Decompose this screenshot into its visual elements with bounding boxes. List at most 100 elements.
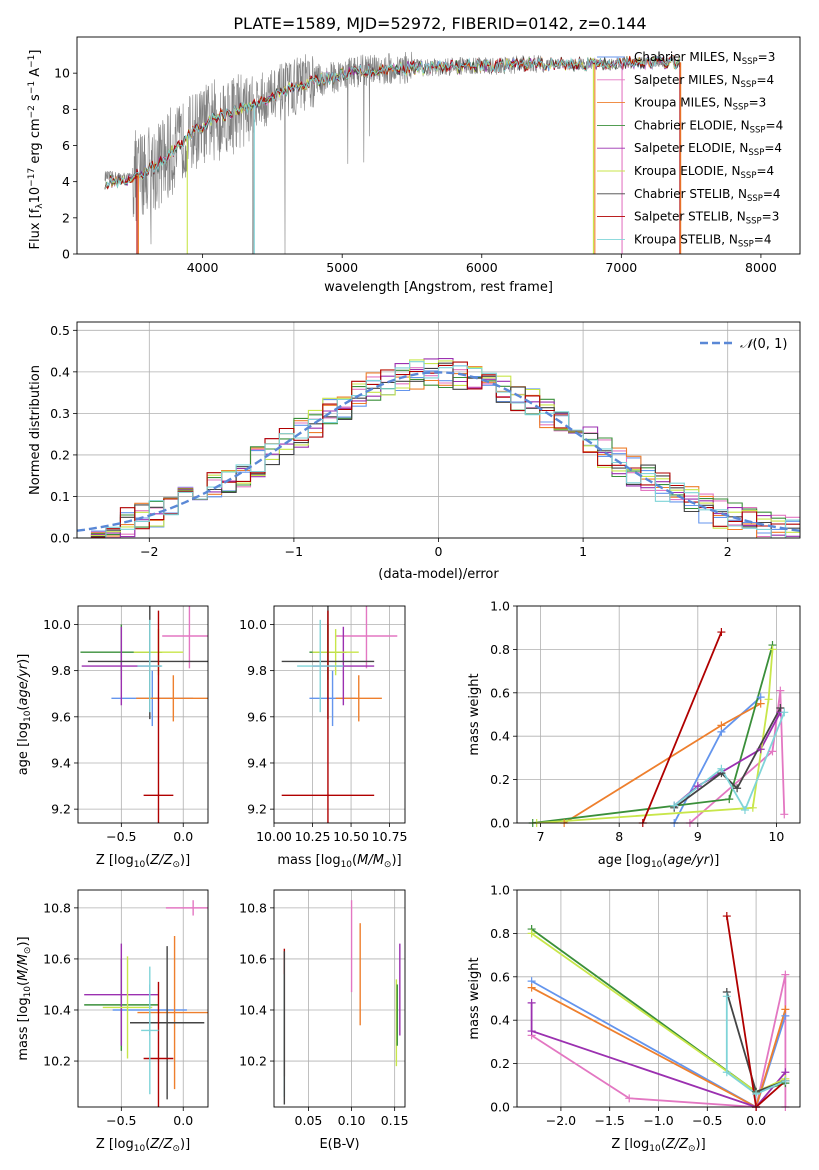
- x-tick-label: 1: [579, 544, 587, 559]
- weight-marker: [768, 747, 777, 756]
- x-axis-label: Z [log10(Z/Z⊙)]: [96, 853, 190, 870]
- weight-line: [725, 915, 786, 1107]
- weight-marker: [527, 998, 536, 1007]
- x-tick-label: −2: [140, 544, 158, 559]
- legend-label: Salpeter STELIB, NSSP=3: [634, 210, 779, 227]
- axes-frame: [273, 605, 406, 824]
- weight-marker: [670, 801, 679, 810]
- y-axis-label: age [log10(age/yr)]: [16, 654, 33, 776]
- axes-frame: [273, 889, 406, 1108]
- y-tick-label: 0.0: [490, 1100, 510, 1115]
- weight-marker: [764, 695, 773, 704]
- weight-marker: [717, 721, 726, 730]
- y-tick-label: 0.4: [490, 1013, 510, 1028]
- weight-marker: [717, 628, 726, 637]
- x-tick-label: 0.10: [338, 1113, 366, 1128]
- axes-residuals: −2 −1 0 1 2 0.0 0.1 0.2 0.3 0.4 0.5 (data-model)/er…: [28, 321, 801, 582]
- weight-marker: [527, 983, 536, 992]
- weight-marker: [722, 1068, 731, 1077]
- plot-area-mass-vs-Z: [84, 900, 208, 1107]
- y-tick-label: 0.2: [490, 772, 510, 787]
- weight-marker: [768, 645, 777, 654]
- x-tick-label: −1.5: [595, 1113, 625, 1128]
- weight-marker: [756, 699, 765, 708]
- x-tick-label: 0.15: [381, 1113, 409, 1128]
- plot-area-weight-vs-age: [532, 631, 786, 823]
- y-tick-label: 10.6: [239, 951, 267, 966]
- legend-label: Salpeter MILES, NSSP=4: [634, 73, 774, 90]
- x-axis-label: mass [log10(M/M⊙)]: [277, 853, 401, 870]
- x-tick-label: 9: [694, 829, 702, 844]
- y-tick-label: 8: [62, 102, 70, 117]
- y-tick-label: 4: [62, 174, 70, 189]
- x-tick-label: 2: [724, 544, 732, 559]
- x-axis-label: E(B-V): [319, 1137, 359, 1152]
- y-tick-label: 9.6: [247, 709, 267, 724]
- x-axis-label: Z [log10(Z/Z⊙)]: [611, 1137, 705, 1154]
- y-tick-label: 10.0: [43, 617, 71, 632]
- plot-area-residuals: [77, 358, 800, 538]
- y-tick-label: 0.2: [50, 447, 70, 462]
- weight-line: [641, 631, 723, 823]
- x-axis-label: wavelength [Angstrom, rest frame]: [324, 280, 553, 295]
- weight-marker: [756, 745, 765, 754]
- axes-frame: [77, 605, 209, 824]
- y-tick-label: 2: [62, 210, 70, 225]
- y-tick-label: 0: [62, 247, 70, 262]
- weight-marker: [752, 1089, 761, 1098]
- axes-age-vs-mass: 10.00 10.25 10.50 10.75 9.2 9.4 9.6 9.8 10.0 mass…: [239, 605, 408, 870]
- weight-marker: [740, 805, 749, 814]
- y-tick-label: 0.1: [50, 489, 70, 504]
- y-tick-label: 0.8: [490, 926, 510, 941]
- weight-marker: [733, 784, 742, 793]
- y-tick-label: 9.6: [51, 709, 71, 724]
- axes-weight-vs-age: 7 8 9 10 0.0 0.2 0.4 0.6 0.8 1.0 age [log10(age/yr…: [467, 599, 801, 870]
- weight-marker: [776, 703, 785, 712]
- x-tick-label: 8: [615, 829, 623, 844]
- x-axis-label: (data-model)/error: [378, 567, 499, 582]
- plot-area-spectrum: [104, 51, 682, 254]
- legend-label: Chabrier STELIB, NSSP=4: [634, 187, 781, 204]
- x-tick-label: −0.5: [692, 1113, 722, 1128]
- legend-label: 𝒩(0, 1): [740, 337, 787, 352]
- y-tick-label: 10.4: [239, 1002, 267, 1017]
- y-tick-label: 9.2: [51, 802, 71, 817]
- axes-weight-vs-Z: −2.0 −1.5 −1.0 −0.5 0.0 0.0 0.2 0.4 0.6 0.8 1.0 Z […: [467, 883, 801, 1154]
- weight-marker: [780, 810, 789, 819]
- x-tick-label: 10.00: [256, 829, 292, 844]
- x-tick-label: 10.50: [333, 829, 369, 844]
- plot-area-age-vs-Z: [80, 606, 208, 823]
- legend-label: Chabrier MILES, NSSP=3: [634, 50, 775, 67]
- x-tick-label: −1.0: [643, 1113, 673, 1128]
- y-tick-label: 10.8: [43, 900, 71, 915]
- y-tick-label: 0.6: [490, 685, 510, 700]
- weight-line: [531, 986, 787, 1107]
- x-tick-label: 10.75: [372, 829, 408, 844]
- model-line: [104, 54, 681, 190]
- weight-marker: [781, 1076, 790, 1085]
- weight-marker: [527, 929, 536, 938]
- weight-line: [725, 996, 786, 1096]
- legend-label: Kroupa STELIB, NSSP=4: [634, 232, 772, 249]
- x-tick-label: 0.0: [173, 1113, 193, 1128]
- y-tick-label: 0.5: [50, 323, 70, 338]
- y-axis-label: mass weight: [467, 673, 482, 755]
- axes-frame: [76, 36, 801, 255]
- x-tick-label: 10: [768, 829, 784, 844]
- axes-frame: [516, 605, 801, 824]
- x-tick-label: 10.25: [295, 829, 331, 844]
- x-tick-label: 0.0: [173, 829, 193, 844]
- y-tick-label: 10.2: [239, 1054, 267, 1069]
- x-tick-label: 7000: [605, 260, 637, 275]
- plot-area-mass-vs-EBV: [283, 900, 401, 1105]
- plot-area-age-vs-mass: [281, 606, 398, 823]
- x-tick-label: 0.05: [295, 1113, 323, 1128]
- legend-label: Kroupa MILES, NSSP=3: [634, 96, 766, 113]
- weight-marker: [776, 686, 785, 695]
- weight-marker: [722, 912, 731, 921]
- y-tick-label: 10.4: [43, 1002, 71, 1017]
- x-axis-label: age [log10(age/yr)]: [598, 853, 720, 870]
- x-tick-label: 4000: [187, 260, 219, 275]
- y-tick-label: 0.0: [490, 816, 510, 831]
- y-tick-label: 10: [54, 66, 70, 81]
